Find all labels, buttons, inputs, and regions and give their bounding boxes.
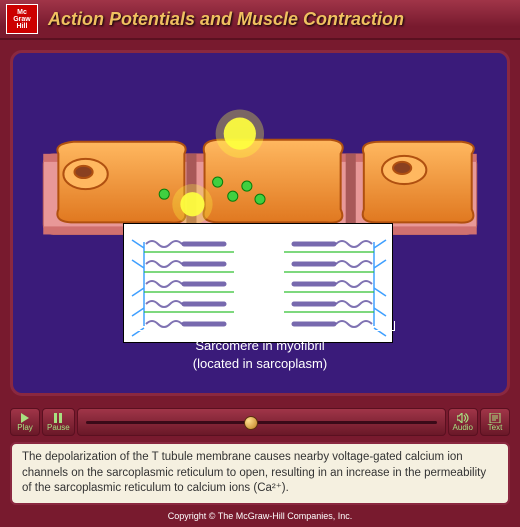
app-frame: Mc Graw Hill Action Potentials and Muscl… xyxy=(0,0,520,527)
caption-text: The depolarization of the T tubule membr… xyxy=(10,442,510,505)
play-label: Play xyxy=(17,423,33,432)
label-line-2: (located in sarcoplasm) xyxy=(13,355,507,373)
text-icon xyxy=(489,413,501,423)
header: Mc Graw Hill Action Potentials and Muscl… xyxy=(0,0,520,40)
pause-icon xyxy=(52,413,64,423)
page-title: Action Potentials and Muscle Contraction xyxy=(48,9,404,30)
play-icon xyxy=(19,413,31,423)
text-button[interactable]: Text xyxy=(480,408,510,436)
scrub-track xyxy=(86,421,437,424)
audio-button[interactable]: Audio xyxy=(448,408,478,436)
logo-text-1: Mc xyxy=(17,9,27,16)
diagram-label: Sarcomere in myofibril (located in sarco… xyxy=(13,321,507,373)
bracket xyxy=(125,321,395,331)
text-label: Text xyxy=(488,423,503,432)
animation-stage: Sarcomere in myofibril (located in sarco… xyxy=(10,50,510,396)
pause-label: Pause xyxy=(47,423,70,432)
pause-button[interactable]: Pause xyxy=(42,408,75,436)
copyright: Copyright © The McGraw-Hill Companies, I… xyxy=(0,507,520,527)
playback-controls: Play Pause Audio Text xyxy=(10,406,510,438)
play-button[interactable]: Play xyxy=(10,408,40,436)
logo-text-2: Graw xyxy=(13,16,31,23)
logo-text-3: Hill xyxy=(17,23,28,30)
scrub-bar[interactable] xyxy=(77,408,446,436)
logo: Mc Graw Hill xyxy=(6,4,38,34)
speaker-icon xyxy=(457,413,469,423)
scrub-thumb[interactable] xyxy=(244,416,258,430)
label-line-1: Sarcomere in myofibril xyxy=(13,337,507,355)
audio-label: Audio xyxy=(453,423,473,432)
